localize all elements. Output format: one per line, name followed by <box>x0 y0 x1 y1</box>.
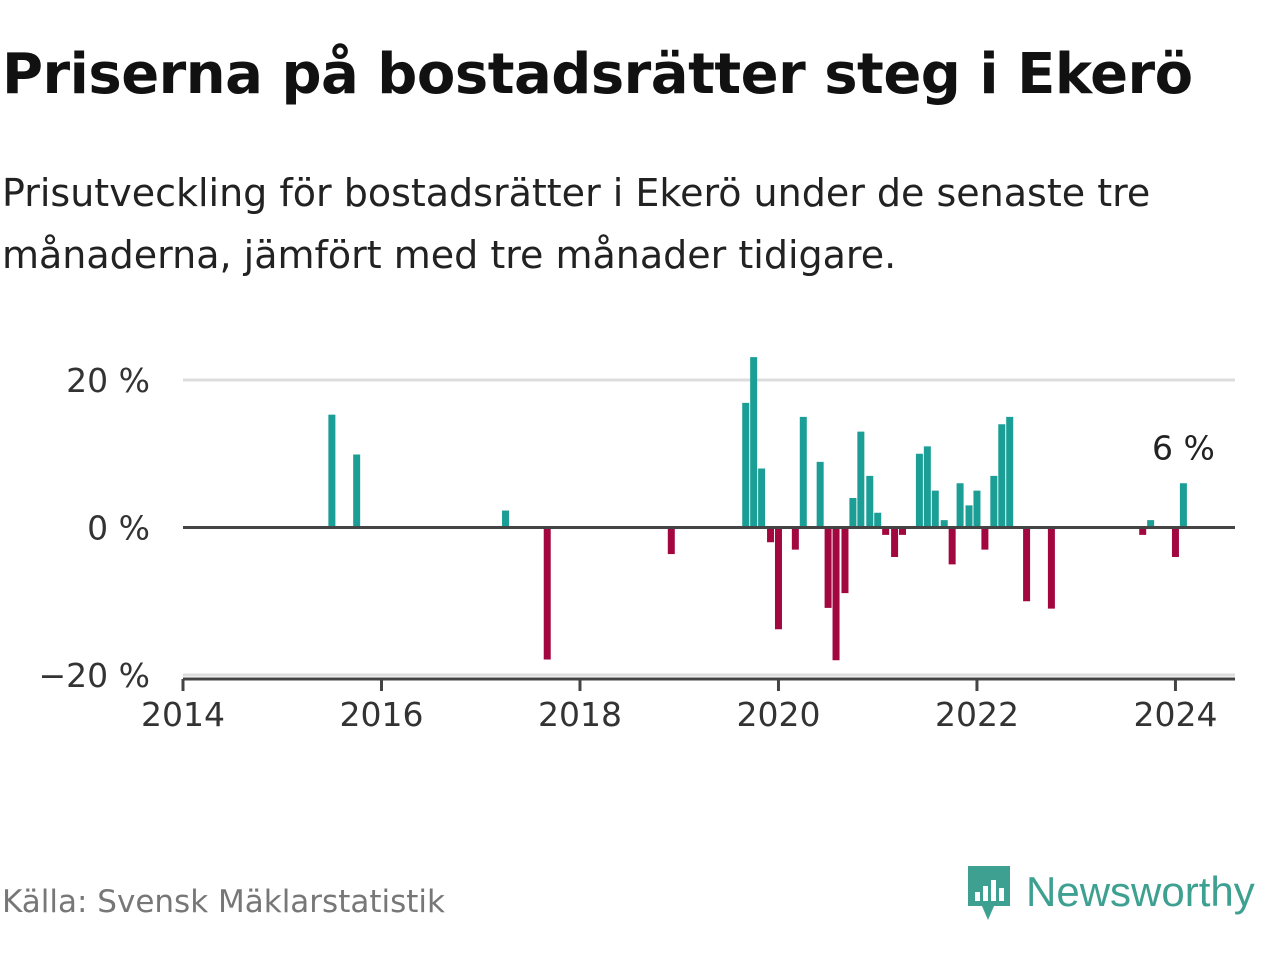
data-label-last: 6 % <box>1152 428 1215 467</box>
bar <box>866 475 874 528</box>
bar <box>1179 483 1187 528</box>
bar <box>824 527 832 608</box>
bar <box>667 527 675 555</box>
bar <box>750 357 758 528</box>
bar <box>791 527 799 550</box>
bar <box>1147 520 1155 528</box>
bar <box>956 483 964 528</box>
brand-name: Newsworthy <box>1026 868 1255 915</box>
bar <box>767 527 775 543</box>
bar <box>841 527 849 594</box>
bar <box>799 416 807 528</box>
x-tick-label: 2014 <box>141 695 225 734</box>
bar <box>981 527 989 550</box>
bar <box>774 527 782 630</box>
bar-chart: 20 % 0 % −20 %2014 2016 2018 2020 2022 2024 6 % <box>39 357 1235 734</box>
bar <box>899 527 907 535</box>
chart-title: Priserna på bostadsrätter steg i Ekerö <box>2 42 1193 107</box>
x-tick-label: 2022 <box>935 695 1019 734</box>
bar <box>931 490 939 528</box>
x-tick-label: 2018 <box>538 695 622 734</box>
bar <box>1047 527 1055 609</box>
bar <box>915 453 923 528</box>
y-tick-label: −20 % <box>39 656 151 695</box>
bar <box>1006 416 1014 528</box>
bar <box>742 402 750 528</box>
y-tick-label: 0 % <box>87 509 150 548</box>
bar <box>882 527 890 535</box>
brand-logo: Newsworthy <box>964 862 1255 922</box>
chart-subtitle: Prisutveckling för bostadsrätter i Ekerö… <box>2 171 1151 277</box>
bar <box>816 461 824 528</box>
bar <box>1023 527 1031 602</box>
bar <box>923 446 931 528</box>
bar <box>965 505 973 528</box>
bar <box>502 510 510 528</box>
bar <box>891 527 899 557</box>
bar <box>857 431 865 528</box>
bar <box>998 424 1006 528</box>
x-tick-label: 2020 <box>736 695 820 734</box>
newsworthy-logo-icon <box>968 866 1010 920</box>
bar <box>940 520 948 528</box>
bar <box>874 512 882 528</box>
bar <box>1171 527 1179 557</box>
bar <box>832 527 840 661</box>
source-note: Källa: Svensk Mäklarstatistik <box>2 884 445 920</box>
bar <box>353 454 361 528</box>
bar <box>990 475 998 528</box>
y-tick-label: 20 % <box>66 361 150 400</box>
x-tick-label: 2024 <box>1133 695 1217 734</box>
bar <box>328 414 336 528</box>
bar <box>758 468 766 528</box>
bar <box>849 498 857 528</box>
bar <box>1139 527 1147 535</box>
bar <box>543 527 551 660</box>
bar <box>973 490 981 528</box>
x-tick-label: 2016 <box>339 695 423 734</box>
bar <box>948 527 956 565</box>
